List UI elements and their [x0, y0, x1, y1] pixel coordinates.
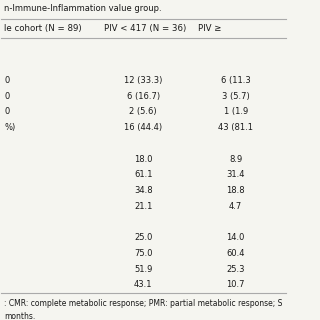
Text: months.: months. — [4, 312, 36, 320]
Text: PIV ≥: PIV ≥ — [198, 24, 221, 33]
Text: 0: 0 — [4, 92, 10, 101]
Text: 4.7: 4.7 — [229, 202, 242, 211]
Text: 14.0: 14.0 — [227, 233, 245, 242]
Text: 43.1: 43.1 — [134, 281, 152, 290]
Text: 6 (16.7): 6 (16.7) — [127, 92, 160, 101]
Text: 0: 0 — [4, 108, 10, 116]
Text: 61.1: 61.1 — [134, 170, 152, 180]
Text: 10.7: 10.7 — [227, 281, 245, 290]
Text: PIV < 417 (N = 36): PIV < 417 (N = 36) — [104, 24, 186, 33]
Text: : CMR: complete metabolic response; PMR: partial metabolic response; S: : CMR: complete metabolic response; PMR:… — [4, 300, 283, 308]
Text: 18.8: 18.8 — [226, 186, 245, 195]
Text: 60.4: 60.4 — [227, 249, 245, 258]
Text: n-Immune-Inflammation value group.: n-Immune-Inflammation value group. — [4, 4, 162, 13]
Text: 0: 0 — [4, 76, 10, 85]
Text: 43 (81.1: 43 (81.1 — [218, 123, 253, 132]
Text: 34.8: 34.8 — [134, 186, 152, 195]
Text: 3 (5.7): 3 (5.7) — [222, 92, 250, 101]
Text: 75.0: 75.0 — [134, 249, 152, 258]
Text: 2 (5.6): 2 (5.6) — [129, 108, 157, 116]
Text: 8.9: 8.9 — [229, 155, 242, 164]
Text: 25.3: 25.3 — [227, 265, 245, 274]
Text: le cohort (N = 89): le cohort (N = 89) — [4, 24, 82, 33]
Text: %): %) — [4, 123, 15, 132]
Text: 16 (44.4): 16 (44.4) — [124, 123, 162, 132]
Text: 1 (1.9: 1 (1.9 — [224, 108, 248, 116]
Text: 51.9: 51.9 — [134, 265, 152, 274]
Text: 21.1: 21.1 — [134, 202, 152, 211]
Text: 18.0: 18.0 — [134, 155, 152, 164]
Text: 31.4: 31.4 — [227, 170, 245, 180]
Text: 25.0: 25.0 — [134, 233, 152, 242]
Text: 12 (33.3): 12 (33.3) — [124, 76, 162, 85]
Text: 6 (11.3: 6 (11.3 — [221, 76, 251, 85]
